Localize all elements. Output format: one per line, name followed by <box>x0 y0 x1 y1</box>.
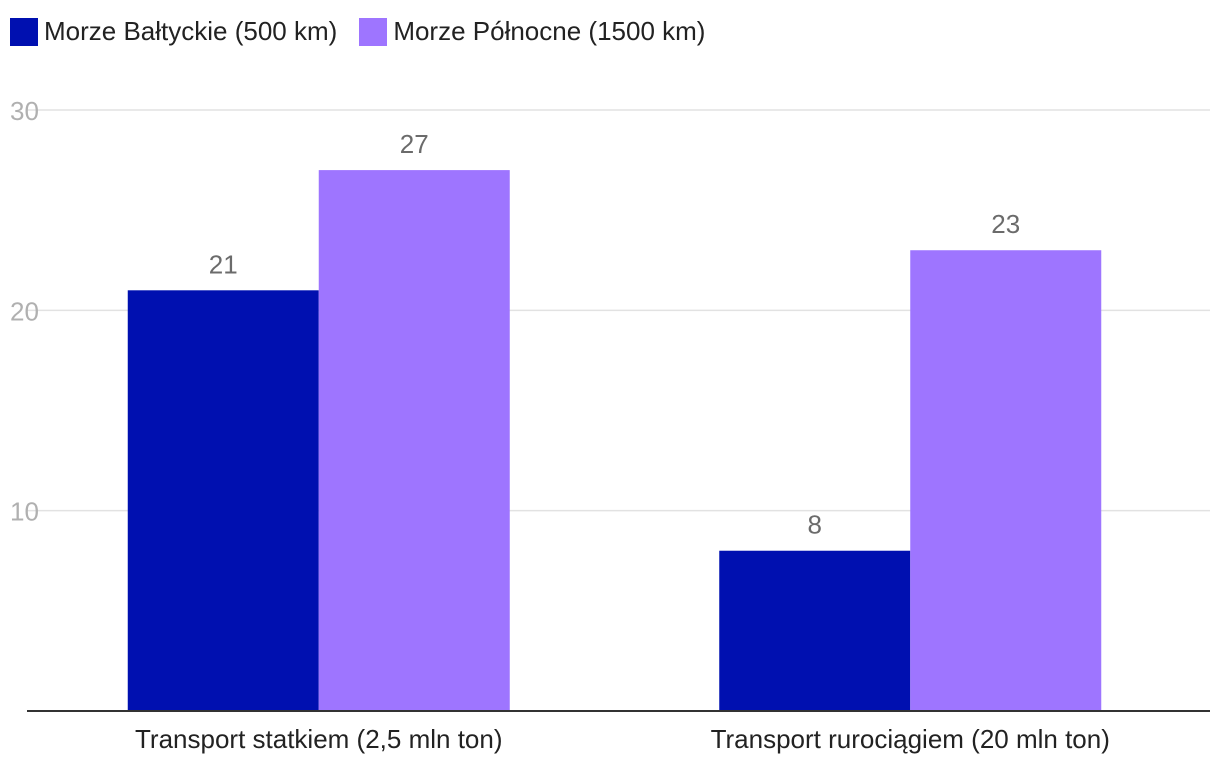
y-tick-label-20: 20 <box>10 296 39 326</box>
value-label-baltic-1: 8 <box>808 510 822 540</box>
bar-north-sea-0 <box>318 170 510 712</box>
legend-item-baltic: Morze Bałtyckie (500 km) <box>10 16 337 47</box>
value-label-north-sea-1: 23 <box>991 209 1020 239</box>
y-tick-label-10: 10 <box>10 497 39 527</box>
x-category-label-0: Transport statkiem (2,5 mln ton) <box>135 724 503 754</box>
legend-label-north-sea: Morze Północne (1500 km) <box>393 16 706 46</box>
value-label-baltic-0: 21 <box>209 249 238 279</box>
bar-north-sea-1 <box>910 250 1102 711</box>
legend-swatch-north-sea <box>359 17 388 46</box>
legend-label-baltic: Morze Bałtyckie (500 km) <box>44 16 338 46</box>
value-label-north-sea-0: 27 <box>400 129 429 159</box>
legend-swatch-baltic <box>10 17 38 46</box>
bar-baltic-0 <box>127 290 319 711</box>
legend: Morze Bałtyckie (500 km) Morze Północne … <box>10 16 727 47</box>
y-tick-label-30: 30 <box>10 96 39 126</box>
legend-item-north-sea: Morze Północne (1500 km) <box>359 16 705 47</box>
bar-baltic-1 <box>719 550 911 711</box>
x-category-label-1: Transport rurociągiem (20 mln ton) <box>711 724 1110 754</box>
